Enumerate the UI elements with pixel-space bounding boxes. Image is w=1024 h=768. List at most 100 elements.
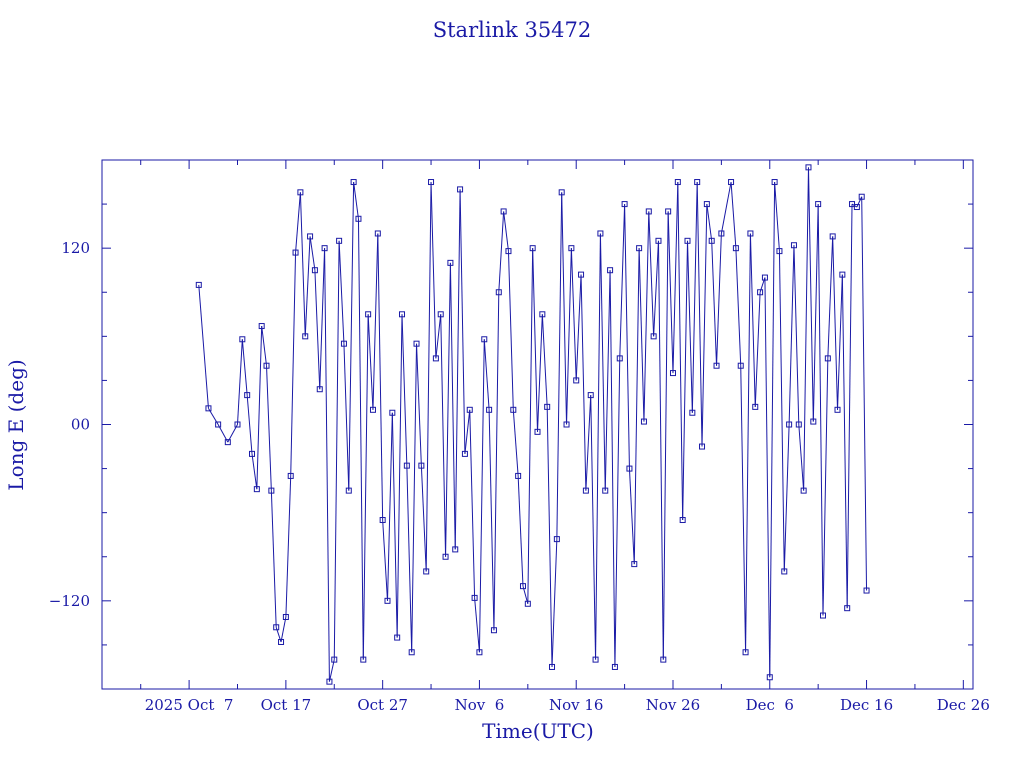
data-point [244, 392, 251, 399]
series-segment [841, 274, 848, 609]
data-point [408, 649, 415, 656]
data-point [413, 340, 420, 347]
series-segment [299, 192, 306, 337]
data-point [824, 355, 831, 362]
series-segment [537, 314, 543, 432]
data-point [195, 281, 202, 288]
series-segment [691, 182, 698, 413]
data-point [495, 289, 502, 296]
series-segment [314, 270, 321, 390]
data-point [829, 233, 836, 240]
series-segment [261, 325, 268, 366]
series-segment [459, 189, 466, 454]
series-segment [667, 211, 674, 374]
data-point [490, 627, 497, 634]
data-point [592, 656, 599, 663]
series-segment [628, 468, 635, 565]
data-point [558, 189, 565, 196]
series-segment [488, 409, 495, 631]
x-tick-label: Nov 26 [646, 696, 701, 714]
series-segment [251, 453, 258, 490]
y-tick-label: 120 [61, 239, 90, 257]
data-point [669, 370, 676, 377]
data-point [505, 248, 512, 255]
data-point [742, 649, 749, 656]
data-point [486, 406, 493, 413]
series-segment [687, 240, 693, 413]
data-point [234, 421, 241, 428]
data-point [331, 656, 338, 663]
series-segment [798, 424, 805, 491]
data-point [428, 179, 435, 186]
series-segment [657, 240, 664, 660]
series-segment [338, 240, 345, 344]
series-segment [367, 314, 374, 410]
series-segment [454, 189, 461, 550]
series-segment [333, 240, 340, 660]
data-point [307, 233, 314, 240]
x-tick-label: Dec 6 [746, 696, 794, 714]
data-point [374, 230, 381, 237]
data-point [340, 340, 347, 347]
series-segment [449, 262, 456, 550]
series-segment [328, 659, 335, 682]
data-point [268, 487, 275, 494]
series-segment [643, 211, 650, 422]
data-point [461, 450, 468, 457]
series-segment [556, 192, 563, 540]
series-segment [348, 182, 355, 491]
data-point [336, 237, 343, 244]
x-tick-labels: 2025 Oct 7 Oct 17 Oct 27 Nov 6 Nov 16 Nov 26 D… [145, 696, 990, 714]
series-segment [580, 274, 587, 491]
series-segment [566, 248, 572, 425]
series-segment [832, 236, 839, 410]
data-point [282, 613, 289, 620]
data-point [553, 536, 560, 543]
data-point [360, 656, 367, 663]
data-point [844, 605, 851, 612]
data-point [500, 208, 507, 215]
series-segment [517, 475, 524, 587]
series-segment [396, 314, 403, 638]
data-point [674, 179, 681, 186]
data-point [519, 583, 526, 590]
data-point [650, 333, 657, 340]
data-point [626, 465, 633, 472]
series-segment [474, 597, 480, 653]
data-point [326, 678, 333, 685]
series-segment [711, 240, 718, 366]
series-segment [464, 409, 471, 454]
data-point [815, 201, 822, 208]
data-point [384, 597, 391, 604]
data-point [578, 271, 585, 278]
x-tick-label: 2025 Oct 7 [145, 696, 234, 714]
data-point [549, 663, 556, 670]
series-segment [256, 326, 263, 490]
series-segment [861, 196, 868, 591]
series-segment [778, 251, 785, 572]
series-segment [716, 233, 722, 366]
series-segment [546, 406, 553, 667]
data-point [215, 421, 222, 428]
series-segment [440, 314, 447, 557]
series-segment [411, 343, 418, 653]
data-point [834, 406, 841, 413]
series-segment [682, 240, 689, 521]
x-axis-label: Time(UTC) [482, 719, 594, 743]
series-segment [478, 339, 485, 653]
series-segment [822, 358, 829, 616]
y-tick-labels: 120 00 −120 [49, 239, 90, 610]
series-segment [309, 236, 316, 271]
series-segment [575, 274, 582, 381]
x-tick-label: Dec 16 [840, 696, 893, 714]
data-point [708, 237, 715, 244]
data-point [534, 428, 541, 435]
data-point [771, 179, 778, 186]
data-point [292, 249, 299, 256]
series-segment [541, 314, 548, 407]
data-point [466, 406, 473, 413]
series-segment [295, 192, 301, 253]
data-point [544, 403, 551, 410]
data-point [239, 336, 246, 343]
